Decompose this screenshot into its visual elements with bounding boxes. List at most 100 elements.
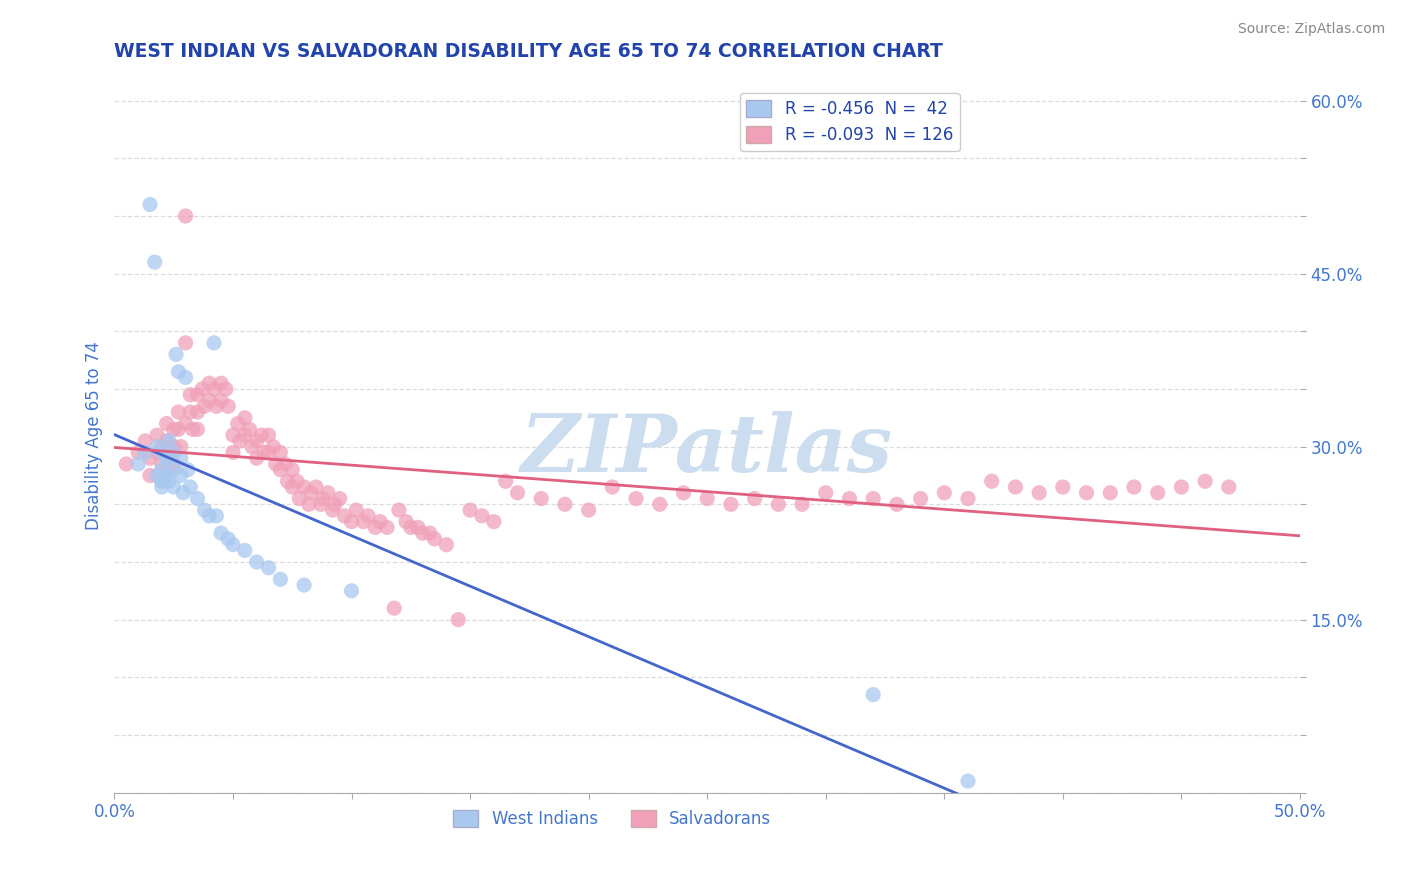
Point	[198, 393, 221, 408]
Point	[177, 463, 200, 477]
Point	[202, 382, 225, 396]
Point	[1099, 485, 1122, 500]
Point	[956, 491, 979, 506]
Point	[1146, 485, 1168, 500]
Point	[172, 485, 194, 500]
Point	[146, 440, 169, 454]
Point	[910, 491, 932, 506]
Point	[1194, 475, 1216, 489]
Point	[340, 515, 363, 529]
Point	[127, 445, 149, 459]
Point	[157, 463, 180, 477]
Point	[205, 399, 228, 413]
Point	[139, 468, 162, 483]
Point	[862, 688, 884, 702]
Point	[482, 515, 505, 529]
Point	[222, 445, 245, 459]
Point	[269, 463, 291, 477]
Point	[720, 497, 742, 511]
Point	[276, 475, 298, 489]
Point	[167, 405, 190, 419]
Point	[434, 538, 457, 552]
Point	[980, 475, 1002, 489]
Y-axis label: Disability Age 65 to 74: Disability Age 65 to 74	[86, 341, 103, 530]
Point	[163, 422, 186, 436]
Point	[672, 485, 695, 500]
Point	[838, 491, 860, 506]
Point	[193, 503, 215, 517]
Point	[174, 370, 197, 384]
Point	[150, 440, 173, 454]
Point	[340, 583, 363, 598]
Point	[174, 417, 197, 431]
Point	[233, 428, 256, 442]
Point	[181, 422, 204, 436]
Point	[624, 491, 647, 506]
Point	[174, 209, 197, 223]
Point	[217, 532, 239, 546]
Point	[246, 451, 269, 466]
Point	[322, 503, 344, 517]
Point	[253, 445, 276, 459]
Point	[506, 485, 529, 500]
Point	[202, 335, 225, 350]
Point	[447, 613, 470, 627]
Point	[198, 376, 221, 391]
Point	[186, 491, 208, 506]
Point	[357, 508, 380, 523]
Point	[238, 422, 260, 436]
Point	[163, 445, 186, 459]
Point	[179, 480, 201, 494]
Point	[163, 463, 186, 477]
Point	[146, 445, 169, 459]
Point	[458, 503, 481, 517]
Point	[179, 405, 201, 419]
Point	[419, 526, 441, 541]
Point	[269, 445, 291, 459]
Point	[352, 515, 374, 529]
Point	[155, 417, 177, 431]
Point	[250, 428, 273, 442]
Point	[1170, 480, 1192, 494]
Point	[344, 503, 367, 517]
Point	[134, 445, 156, 459]
Point	[139, 451, 162, 466]
Point	[471, 508, 494, 523]
Point	[262, 440, 284, 454]
Point	[364, 520, 387, 534]
Point	[292, 578, 315, 592]
Point	[333, 508, 356, 523]
Point	[233, 543, 256, 558]
Point	[790, 497, 813, 511]
Point	[157, 434, 180, 448]
Point	[956, 774, 979, 789]
Point	[150, 457, 173, 471]
Point	[862, 491, 884, 506]
Point	[209, 393, 232, 408]
Point	[554, 497, 576, 511]
Point	[1028, 485, 1050, 500]
Text: WEST INDIAN VS SALVADORAN DISABILITY AGE 65 TO 74 CORRELATION CHART: WEST INDIAN VS SALVADORAN DISABILITY AGE…	[114, 42, 943, 61]
Point	[198, 508, 221, 523]
Point	[165, 347, 187, 361]
Point	[246, 555, 269, 569]
Point	[274, 457, 297, 471]
Point	[292, 480, 315, 494]
Point	[309, 497, 332, 511]
Point	[215, 382, 238, 396]
Point	[744, 491, 766, 506]
Point	[150, 480, 173, 494]
Point	[329, 491, 352, 506]
Point	[163, 457, 186, 471]
Point	[257, 560, 280, 574]
Point	[768, 497, 790, 511]
Point	[240, 440, 263, 454]
Point	[423, 532, 446, 546]
Point	[115, 457, 138, 471]
Point	[163, 480, 186, 494]
Point	[1123, 480, 1146, 494]
Point	[217, 399, 239, 413]
Point	[934, 485, 956, 500]
Point	[191, 382, 214, 396]
Point	[157, 451, 180, 466]
